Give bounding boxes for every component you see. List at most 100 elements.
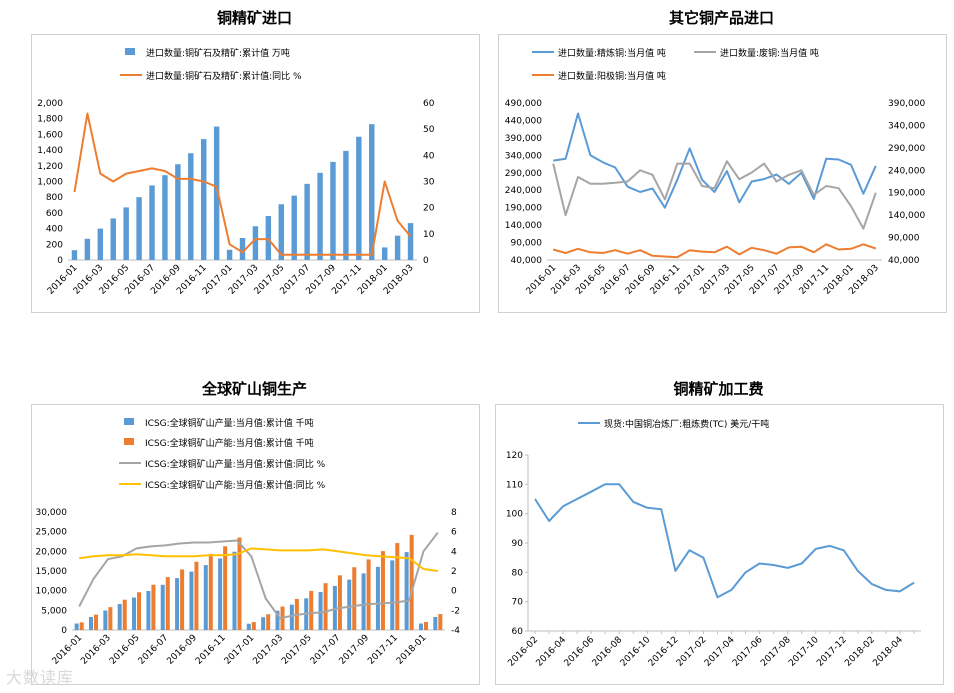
x-tick-label: 2017-05: [280, 633, 314, 667]
bar: [213, 126, 220, 260]
bar: [381, 247, 388, 260]
bar: [137, 592, 142, 630]
bar: [323, 583, 328, 630]
x-tick-label: 2016-11: [194, 633, 228, 667]
x-tick-label: 2016-02: [506, 635, 540, 669]
y2-tick-label: 30: [423, 178, 435, 188]
bar: [395, 543, 400, 630]
y2-tick-label: 240,000: [888, 166, 925, 176]
bar: [203, 565, 208, 630]
bar: [180, 569, 185, 630]
y-tick-label: 490,000: [505, 99, 542, 109]
bar: [160, 584, 165, 630]
bar: [117, 604, 122, 630]
x-tick-label: 2017-11: [366, 633, 400, 667]
bar: [275, 610, 280, 630]
y2-tick-label: 0: [451, 587, 457, 597]
y2-tick-label: -4: [451, 626, 460, 636]
bar: [356, 136, 362, 260]
bar: [218, 558, 223, 630]
y-tick-label: 5,000: [41, 606, 67, 616]
y-tick-label: 80: [512, 568, 524, 578]
y-tick-label: 1,200: [37, 162, 63, 172]
legend-label: ICSG:全球铜矿山产量:当月值:累计值 千吨: [145, 417, 314, 429]
bar: [366, 559, 371, 630]
x-tick-label: 2016-12: [647, 635, 681, 669]
bar: [369, 124, 375, 260]
y2-tick-label: 8: [451, 508, 457, 518]
y-tick-label: 390,000: [505, 134, 542, 144]
bar: [261, 617, 266, 630]
chart3-title: 全球矿山铜生产: [201, 380, 307, 398]
y-tick-label: 290,000: [505, 169, 542, 179]
bar: [407, 223, 414, 260]
bar: [79, 622, 84, 630]
bar: [175, 578, 180, 630]
bar: [123, 207, 129, 260]
bar: [361, 573, 366, 630]
bar: [122, 599, 127, 630]
y-tick-label: 600: [46, 209, 63, 219]
legend-swatch: [125, 48, 135, 55]
y2-tick-label: 40,000: [888, 256, 920, 266]
chart3-container: 0 5,000 10,000 15,000 20,000 25,000 30,000 -4 -2…: [31, 404, 480, 685]
y2-tick-label: 50: [423, 125, 435, 135]
bar: [194, 561, 199, 630]
y-tick-label: 120: [506, 451, 523, 461]
legend-label: 进口数量:阳极铜:当月值 吨: [558, 70, 666, 82]
legend-label: 进口数量:精炼铜:当月值 吨: [558, 47, 666, 59]
series-line: [552, 243, 877, 259]
x-tick-label: 2016-09: [165, 633, 199, 667]
y2-tick-label: 60: [423, 99, 435, 109]
legend-swatch: [124, 418, 134, 425]
chart1-svg: 02004006008001,0001,2001,4001,6001,8002,…: [37, 47, 435, 297]
y2-tick-label: 390,000: [888, 99, 925, 109]
y-tick-label: 0: [61, 626, 67, 636]
bar: [146, 591, 151, 630]
bar: [332, 585, 337, 630]
series-line: [534, 483, 915, 599]
chart4-container: 60 70 80 90 100 110 120 2016-02 2016-04 2016-06 20…: [495, 404, 944, 685]
bar: [418, 623, 423, 630]
x-tick-label: 2017-09: [338, 633, 372, 667]
x-tick-label: 2016-05: [108, 633, 142, 667]
y-tick-label: 90: [512, 539, 524, 549]
y-tick-label: 2,000: [37, 99, 63, 109]
bar: [409, 534, 414, 630]
legend-label: 现货:中国铜冶炼厂:粗炼费(TC) 美元/干吨: [604, 418, 769, 430]
bar: [404, 552, 409, 630]
y-tick-label: 240,000: [505, 186, 542, 196]
chart2-title: 其它铜产品进口: [668, 9, 774, 27]
x-tick-label: 2017-01: [223, 633, 257, 667]
x-tick-label: 2017-02: [675, 635, 709, 669]
bar: [291, 195, 297, 260]
series-line: [73, 112, 412, 256]
bar: [97, 228, 104, 260]
bar: [246, 623, 251, 630]
bar: [165, 577, 170, 630]
bar: [239, 238, 246, 260]
x-tick-label: 2016-07: [137, 633, 171, 667]
legend-label: ICSG:全球铜矿山产量:当月值:累计值:同比 %: [145, 458, 326, 470]
bar: [390, 560, 395, 630]
legend-label: ICSG:全球铜矿山产能:当月值:累计值:同比 %: [145, 479, 326, 491]
bar: [201, 139, 207, 260]
bar: [433, 617, 438, 630]
bar: [375, 566, 380, 630]
bar: [394, 235, 401, 260]
y-tick-label: 10,000: [36, 587, 68, 597]
y2-tick-label: 340,000: [888, 121, 925, 131]
bar: [226, 249, 233, 260]
x-tick-label: 2016-01: [51, 633, 85, 667]
legend-label: 进口数量:废铜:当月值 吨: [720, 47, 819, 59]
y-tick-label: 340,000: [505, 151, 542, 161]
y-tick-label: 1,600: [37, 130, 63, 140]
bar: [266, 614, 271, 630]
y-tick-label: 25,000: [36, 528, 68, 538]
y-tick-label: 15,000: [36, 567, 68, 577]
y2-tick-label: -2: [451, 606, 460, 616]
x-tick-label: 2018-02: [843, 635, 877, 669]
series-line: [79, 547, 438, 572]
bar: [189, 571, 194, 630]
y-tick-label: 1,000: [37, 178, 63, 188]
